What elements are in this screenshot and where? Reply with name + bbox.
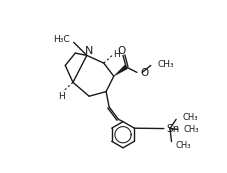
Text: Sn: Sn xyxy=(165,124,179,134)
Text: H: H xyxy=(112,50,119,59)
Text: CH₃: CH₃ xyxy=(175,141,190,150)
Text: O: O xyxy=(117,46,125,56)
Text: CH₃: CH₃ xyxy=(183,125,198,134)
Text: H₃C: H₃C xyxy=(53,35,69,44)
Text: CH₃: CH₃ xyxy=(157,60,173,69)
Text: O: O xyxy=(139,68,148,78)
Text: H: H xyxy=(58,92,64,101)
Text: CH₃: CH₃ xyxy=(182,112,197,121)
Polygon shape xyxy=(113,65,127,76)
Text: N: N xyxy=(85,46,93,56)
